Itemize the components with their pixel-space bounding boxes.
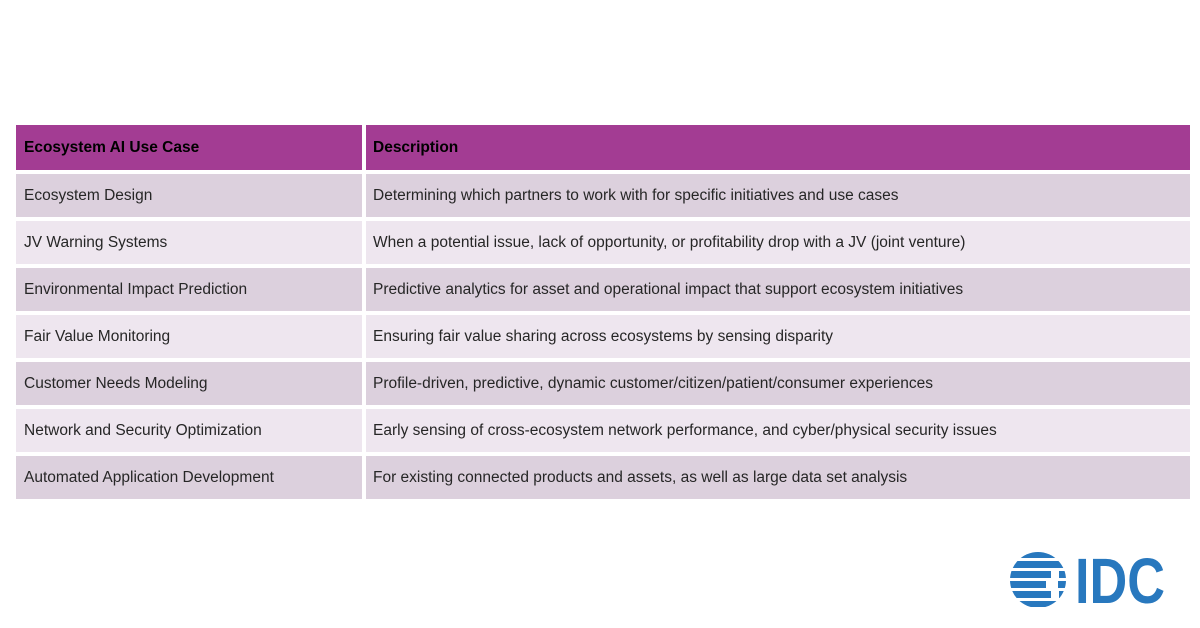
use-case-cell: Automated Application Development <box>16 452 362 499</box>
use-case-cell: Ecosystem Design <box>16 170 362 217</box>
description-cell: Profile-driven, predictive, dynamic cust… <box>362 358 1190 405</box>
table-header-row: Ecosystem AI Use Case Description <box>16 125 1190 170</box>
table-row: JV Warning Systems When a potential issu… <box>16 217 1190 264</box>
column-header-description: Description <box>362 125 1190 170</box>
idc-globe-icon <box>1010 552 1066 607</box>
use-case-cell: Fair Value Monitoring <box>16 311 362 358</box>
table-row: Fair Value Monitoring Ensuring fair valu… <box>16 311 1190 358</box>
use-case-cell: Environmental Impact Prediction <box>16 264 362 311</box>
table-row: Environmental Impact Prediction Predicti… <box>16 264 1190 311</box>
idc-logo: IDC <box>1010 549 1170 611</box>
description-cell: Early sensing of cross-ecosystem network… <box>362 405 1190 452</box>
table-row: Customer Needs Modeling Profile-driven, … <box>16 358 1190 405</box>
column-header-use-case: Ecosystem AI Use Case <box>16 125 362 170</box>
use-case-cell: Network and Security Optimization <box>16 405 362 452</box>
use-case-cell: Customer Needs Modeling <box>16 358 362 405</box>
description-cell: For existing connected products and asse… <box>362 452 1190 499</box>
use-case-cell: JV Warning Systems <box>16 217 362 264</box>
table-row: Automated Application Development For ex… <box>16 452 1190 499</box>
table-row: Network and Security Optimization Early … <box>16 405 1190 452</box>
description-cell: Predictive analytics for asset and opera… <box>362 264 1190 311</box>
table-row: Ecosystem Design Determining which partn… <box>16 170 1190 217</box>
idc-wordmark: IDC <box>1075 549 1165 611</box>
description-cell: Determining which partners to work with … <box>362 170 1190 217</box>
ecosystem-ai-use-case-table: Ecosystem AI Use Case Description Ecosys… <box>16 125 1190 499</box>
description-cell: Ensuring fair value sharing across ecosy… <box>362 311 1190 358</box>
description-cell: When a potential issue, lack of opportun… <box>362 217 1190 264</box>
